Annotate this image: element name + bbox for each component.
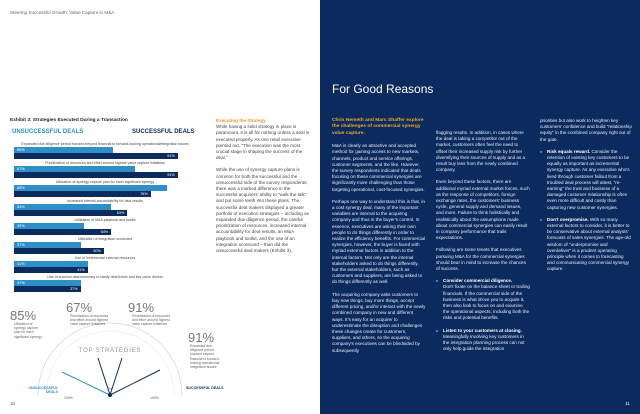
exhibit-row-label: Prioritization of resources and effort a… xyxy=(45,161,165,165)
exhibit-row-label: Use of incremental external resources xyxy=(74,256,136,260)
unsuccessful-value: 41% xyxy=(17,261,25,266)
bullet-listen-customers: Listen to your customers at closing.Mean… xyxy=(436,328,530,353)
successful-bar: 50% xyxy=(14,248,104,254)
gauge-right-pct: 100% xyxy=(150,396,159,400)
successful-value: 50% xyxy=(93,248,101,253)
exhibit-row: Expanded due diligence period focused be… xyxy=(10,142,200,161)
gauge-arc: TOP STRATEGIES 0% 100% 100% xyxy=(37,322,183,400)
stat-67-desc: Prioritization of resources and effort a… xyxy=(70,314,109,327)
unsuccessful-bar: 41% xyxy=(14,261,88,267)
unsuccessful-value: 67% xyxy=(17,166,25,171)
gauge-left-end: UNSUCCESSFUL DEALS xyxy=(28,386,58,395)
successful-bar: 76% xyxy=(14,191,151,197)
successful-bar: 91% xyxy=(14,153,178,159)
left-page: Steering Successful Growth: Value Captur… xyxy=(10,10,312,406)
successful-value: 37% xyxy=(69,286,78,291)
right-column-3: priorities but also work to heighten key… xyxy=(540,118,632,279)
section-lead: Executing the Strategy xyxy=(216,118,266,123)
unsuccessful-bar: 54% xyxy=(14,204,112,210)
unsuccessful-value: 55% xyxy=(17,147,25,152)
exhibit-row: Utilization of integration scorecard 37% 5… xyxy=(10,237,200,256)
bullet-dont-overpromise: Don't overpromise. With so many external… xyxy=(540,217,632,273)
left-paragraph-2: While the use of synergy capture plans i… xyxy=(216,167,310,254)
unsuccessful-value: 39% xyxy=(17,223,25,228)
unsuccessful-bar: 37% xyxy=(14,280,81,286)
exhibit-row-label: Utilization of integration scorecard xyxy=(77,237,133,241)
exhibit-row: Use of succinct deal summary to clarify … xyxy=(10,275,200,294)
page-number-left: 10 xyxy=(10,401,16,406)
unsuccessful-bar: 39% xyxy=(14,223,85,229)
stat-91-right-desc: Expanded due diligence period focused be… xyxy=(190,344,220,370)
successful-bar: 41% xyxy=(14,267,88,273)
right-c1-p1: M&A is clearly an attractive and accepte… xyxy=(332,143,425,192)
successful-deals-header: SUCCESSFUL DEALS xyxy=(132,129,195,135)
right-c3-p1: priorities but also work to heighten key… xyxy=(540,118,632,142)
successful-bar: 91% xyxy=(14,172,178,178)
right-c1-p3: The acquiring company asks customers to … xyxy=(332,291,426,353)
bullet-risk-reward: Risk equals reward. Consider the retenti… xyxy=(540,149,632,211)
gauge-right-end: SUCCESSFUL DEALS xyxy=(186,386,224,390)
left-paragraph-1: While having a solid strategy in place i… xyxy=(216,124,310,161)
gauge-left-pct: 100% xyxy=(64,396,73,400)
unsuccessful-value: 85% xyxy=(17,185,25,190)
stat-91-right: 91% xyxy=(188,330,215,345)
right-c2-p1: flagging results. In addition, in cases … xyxy=(436,130,526,173)
stat-91-top-desc: Prioritization of resources and effort a… xyxy=(132,314,171,327)
successful-value: 63% xyxy=(116,210,125,215)
successful-value: 54% xyxy=(100,229,109,234)
left-text-column: Executing the Strategy While having a so… xyxy=(216,118,312,260)
exhibit-row: Use of incremental external resources 41%… xyxy=(10,256,200,275)
unsuccessful-value: 54% xyxy=(17,204,25,209)
top-strategies-gauge: TOP STRATEGIES 0% 100% 100% 67% Prioriti… xyxy=(10,300,230,400)
bullet-commercial-diligence: Consider commercial diligence.Don't fixa… xyxy=(436,278,530,321)
gauge-zero: 0% xyxy=(107,387,112,391)
stat-67: 67% xyxy=(66,300,93,315)
successful-bar: 37% xyxy=(14,286,81,292)
successful-value: 76% xyxy=(140,191,148,196)
right-column-2: flagging results. In addition, in cases … xyxy=(436,130,530,359)
right-c2-p3: Following are some tenets that executive… xyxy=(436,247,526,272)
exhibit-row: Prioritization of resources and effort a… xyxy=(10,161,200,180)
exhibit-title: Exhibit 3: Strategies Executed During a … xyxy=(10,118,128,123)
right-page: For Good Reasons Chris Nemeth and Marc S… xyxy=(320,0,640,414)
exhibit-row: Utilization of synergy capture plan for … xyxy=(10,180,200,199)
exhibit-row-label: Utilization of synergy capture plan for … xyxy=(55,180,155,184)
stat-85: 85% xyxy=(10,308,37,323)
exhibit-column-headers: UNSUCCESSFUL DEALS SUCCESSFUL DEALS xyxy=(10,129,200,139)
stat-85-desc: Utilization of synergy capture plan for … xyxy=(14,322,42,339)
unsuccessful-deals-header: UNSUCCESSFUL DEALS xyxy=(12,129,84,135)
right-column-1: Chris Nemeth and Marc Shaffer explore th… xyxy=(332,118,426,360)
exhibit-row: Utilization of M&A playbook and toolkit 3… xyxy=(10,218,200,237)
unsuccessful-bar: 55% xyxy=(14,147,113,153)
article-intro: Chris Nemeth and Marc Shaffer explore th… xyxy=(332,118,424,136)
successful-value: 91% xyxy=(167,172,175,177)
right-c1-p2: Perhaps one way to understand this is th… xyxy=(332,198,426,285)
exhibit-row-label: Use of succinct deal summary to clarify … xyxy=(47,275,163,279)
unsuccessful-value: 37% xyxy=(17,280,25,285)
exhibit-row: Increased internal accountability for de… xyxy=(10,199,200,218)
exhibit-bars: Expanded due diligence period focused be… xyxy=(10,142,200,294)
gauge-title: TOP STRATEGIES xyxy=(79,348,142,354)
exhibit-row-label: Increased internal accountability for de… xyxy=(67,199,143,203)
running-head: Steering Successful Growth: Value Captur… xyxy=(10,10,115,15)
unsuccessful-bar: 37% xyxy=(14,242,81,248)
successful-value: 91% xyxy=(167,153,175,158)
exhibit-row-label: Expanded due diligence period focused be… xyxy=(21,142,189,146)
unsuccessful-value: 37% xyxy=(17,242,25,247)
exhibit-row-label: Utilization of M&A playbook and toolkit xyxy=(74,218,136,222)
successful-value: 41% xyxy=(77,267,85,272)
page-number-right: 11 xyxy=(625,401,630,406)
stat-91-top: 91% xyxy=(128,300,155,315)
successful-bar: 54% xyxy=(14,229,112,235)
article-title: For Good Reasons xyxy=(332,82,434,96)
right-c2-p2: Even beyond these factors, there are add… xyxy=(436,179,530,241)
unsuccessful-bar: 67% xyxy=(14,166,135,172)
unsuccessful-bar: 85% xyxy=(14,185,167,191)
successful-bar: 63% xyxy=(14,210,128,216)
